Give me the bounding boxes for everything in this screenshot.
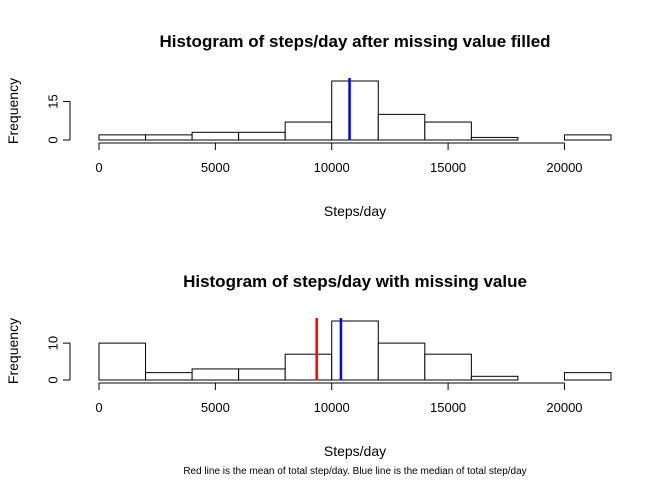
x-tick-label: 20000 (546, 160, 582, 175)
x-tick-label: 15000 (430, 400, 466, 415)
chart-title: Histogram of steps/day after missing val… (159, 32, 550, 51)
x-tick-label: 5000 (201, 400, 230, 415)
histogram-bar (145, 134, 193, 141)
x-tick-label: 0 (95, 400, 102, 415)
x-axis-label: Steps/day (324, 443, 386, 459)
x-tick-label: 10000 (314, 160, 350, 175)
histogram-bar (563, 372, 612, 381)
footnote: Red line is the mean of total step/day. … (183, 466, 526, 477)
x-tick-label: 20000 (546, 400, 582, 415)
y-axis-label: Frequency (5, 78, 21, 144)
histogram-bar (331, 80, 379, 141)
histogram-bar (191, 131, 240, 141)
histogram-bar (191, 368, 240, 381)
x-tick-label: 10000 (314, 400, 350, 415)
y-tick-label: 0 (46, 376, 61, 383)
histogram-bar (377, 113, 426, 141)
histogram-bar (470, 136, 519, 141)
histogram-bar (470, 375, 519, 381)
histogram-panel-filled: Histogram of steps/day after missing val… (5, 32, 612, 219)
histogram-panel-missing: Histogram of steps/day with missing valu… (5, 272, 612, 459)
histogram-bar (145, 372, 193, 381)
histogram-bar (424, 121, 472, 141)
y-tick-label: 10 (46, 336, 61, 350)
x-axis-label: Steps/day (324, 203, 386, 219)
histogram-bar (98, 342, 147, 381)
histogram-bar (238, 368, 286, 381)
y-axis-label: Frequency (5, 318, 21, 384)
histogram-bar (331, 320, 379, 381)
chart-title: Histogram of steps/day with missing valu… (183, 272, 527, 291)
x-tick-label: 5000 (201, 160, 230, 175)
histogram-bar (563, 134, 612, 141)
histogram-bar (284, 121, 333, 141)
histogram-bar (238, 131, 286, 141)
histogram-bar (377, 342, 426, 381)
histogram-bar (424, 353, 472, 381)
y-tick-label: 0 (46, 136, 61, 143)
x-tick-label: 0 (95, 160, 102, 175)
x-tick-label: 15000 (430, 160, 466, 175)
y-tick-label: 15 (46, 94, 61, 108)
histogram-bar (98, 134, 147, 141)
histogram-bar (284, 353, 333, 381)
